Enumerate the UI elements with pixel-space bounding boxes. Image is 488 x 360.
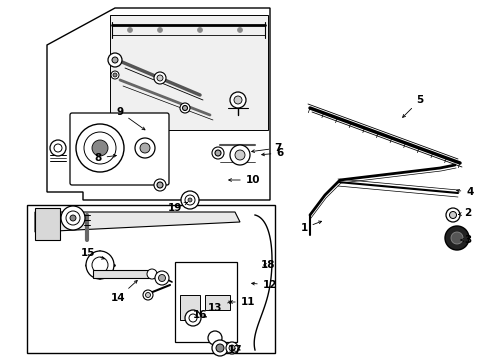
Text: 16: 16 bbox=[192, 310, 207, 320]
Circle shape bbox=[70, 215, 76, 221]
FancyBboxPatch shape bbox=[70, 113, 169, 185]
Text: 17: 17 bbox=[227, 345, 242, 355]
Circle shape bbox=[140, 143, 150, 153]
Circle shape bbox=[158, 274, 165, 282]
Text: 15: 15 bbox=[81, 248, 104, 259]
Text: 13: 13 bbox=[207, 301, 231, 313]
Text: 5: 5 bbox=[402, 95, 423, 117]
Circle shape bbox=[157, 75, 163, 81]
Circle shape bbox=[448, 211, 456, 219]
Circle shape bbox=[127, 27, 132, 32]
Circle shape bbox=[157, 182, 163, 188]
Circle shape bbox=[235, 150, 244, 160]
Bar bbox=[27, 205, 274, 353]
Text: 3: 3 bbox=[460, 235, 470, 245]
Text: 11: 11 bbox=[229, 297, 255, 307]
Circle shape bbox=[108, 53, 122, 67]
Text: 12: 12 bbox=[251, 280, 277, 290]
Circle shape bbox=[50, 140, 66, 156]
Circle shape bbox=[450, 232, 462, 244]
Text: 7: 7 bbox=[251, 143, 281, 153]
Circle shape bbox=[207, 331, 222, 345]
Circle shape bbox=[113, 73, 117, 77]
Circle shape bbox=[155, 271, 169, 285]
Circle shape bbox=[184, 310, 201, 326]
Circle shape bbox=[212, 147, 224, 159]
Circle shape bbox=[181, 191, 199, 209]
Bar bbox=[180, 295, 200, 320]
Circle shape bbox=[237, 27, 242, 32]
Polygon shape bbox=[47, 8, 269, 200]
Circle shape bbox=[229, 92, 245, 108]
Circle shape bbox=[189, 314, 197, 322]
Circle shape bbox=[111, 71, 119, 79]
Circle shape bbox=[154, 72, 165, 84]
Circle shape bbox=[215, 150, 221, 156]
Polygon shape bbox=[110, 15, 267, 130]
Bar bbox=[175, 262, 237, 342]
Circle shape bbox=[84, 132, 116, 164]
Circle shape bbox=[234, 96, 242, 104]
Text: 18: 18 bbox=[260, 260, 275, 270]
Circle shape bbox=[154, 179, 165, 191]
Circle shape bbox=[187, 198, 192, 202]
Circle shape bbox=[147, 269, 157, 279]
Text: 1: 1 bbox=[300, 221, 321, 233]
Polygon shape bbox=[93, 270, 155, 278]
Circle shape bbox=[112, 57, 118, 63]
Circle shape bbox=[86, 251, 114, 279]
Circle shape bbox=[229, 145, 249, 165]
Circle shape bbox=[212, 340, 227, 356]
Circle shape bbox=[92, 257, 108, 273]
Text: 19: 19 bbox=[167, 202, 187, 213]
Text: 4: 4 bbox=[456, 187, 473, 197]
Polygon shape bbox=[35, 208, 60, 240]
Circle shape bbox=[216, 344, 224, 352]
Polygon shape bbox=[35, 212, 240, 232]
Circle shape bbox=[61, 206, 85, 230]
Circle shape bbox=[444, 226, 468, 250]
Circle shape bbox=[92, 140, 108, 156]
Text: 10: 10 bbox=[228, 175, 260, 185]
Circle shape bbox=[225, 342, 238, 354]
Circle shape bbox=[157, 27, 162, 32]
Circle shape bbox=[145, 292, 150, 297]
Text: 9: 9 bbox=[116, 107, 144, 130]
Circle shape bbox=[197, 27, 202, 32]
Circle shape bbox=[445, 208, 459, 222]
Text: 8: 8 bbox=[94, 153, 116, 163]
Text: 2: 2 bbox=[458, 208, 470, 218]
Text: 6: 6 bbox=[261, 148, 283, 158]
Text: 14: 14 bbox=[110, 280, 137, 303]
Circle shape bbox=[182, 105, 187, 111]
Circle shape bbox=[76, 124, 124, 172]
Circle shape bbox=[135, 138, 155, 158]
Circle shape bbox=[180, 103, 190, 113]
Circle shape bbox=[54, 144, 62, 152]
Bar bbox=[204, 295, 229, 310]
Circle shape bbox=[142, 290, 153, 300]
Circle shape bbox=[66, 211, 80, 225]
Circle shape bbox=[228, 345, 235, 351]
Circle shape bbox=[184, 195, 195, 205]
